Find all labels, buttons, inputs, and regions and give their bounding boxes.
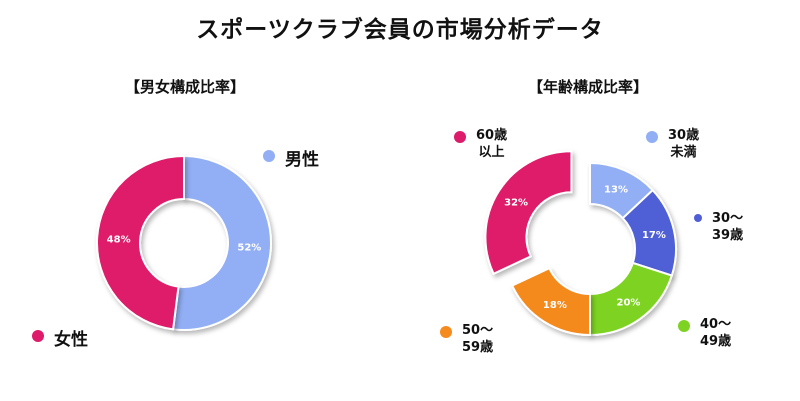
age-slice-3 — [510, 266, 591, 337]
legend-dot-40-49 — [678, 320, 690, 332]
age-value-label-2: 20% — [617, 297, 641, 308]
legend-item-30-39: 30〜 39歳 — [694, 210, 743, 244]
legend-dot-30-39 — [694, 214, 702, 222]
legend-dot-male — [263, 150, 275, 162]
legend-item-60-plus: 60歳 以上 — [454, 127, 507, 161]
age-chart-subtitle: 【年齢構成比率】 — [527, 78, 648, 96]
age-donut-chart: 13% 17% 20% 18% 32% — [484, 150, 677, 337]
age-value-label-3: 18% — [543, 300, 567, 311]
gender-value-label-0: 52% — [237, 243, 261, 254]
age-value-label-4: 32% — [504, 198, 528, 209]
legend-label-male: 男性 — [285, 150, 319, 170]
gender-chart-subtitle: 【男女構成比率】 — [124, 78, 245, 96]
legend-label-60-plus: 60歳 以上 — [476, 128, 508, 160]
legend-dot-60-plus — [454, 131, 466, 143]
legend-dot-under-30 — [646, 131, 658, 143]
gender-donut-chart: 52% 48% — [96, 154, 272, 331]
chart-main-title: スポーツクラブ会員の市場分析データ — [196, 17, 604, 43]
gender-slice-1 — [96, 154, 185, 331]
legend-item-under-30: 30歳 未満 — [646, 127, 699, 161]
legend-item-male: 男性 — [263, 150, 319, 170]
legend-item-female: 女性 — [32, 330, 88, 350]
legend-dot-50-59 — [440, 326, 452, 338]
legend-label-50-59: 50〜 59歳 — [462, 323, 494, 355]
legend-label-female: 女性 — [54, 330, 88, 350]
legend-label-40-49: 40〜 49歳 — [700, 317, 732, 349]
age-value-label-0: 13% — [604, 184, 628, 195]
age-slice-4 — [484, 150, 573, 276]
legend-label-under-30: 30歳 未満 — [668, 128, 700, 160]
legend-label-30-39: 30〜 39歳 — [712, 211, 744, 243]
legend-dot-female — [32, 330, 44, 342]
gender-slice-0 — [171, 154, 272, 331]
legend-item-50-59: 50〜 59歳 — [440, 322, 493, 356]
age-value-label-1: 17% — [642, 230, 666, 241]
gender-value-label-1: 48% — [107, 234, 131, 245]
legend-item-40-49: 40〜 49歳 — [678, 316, 731, 350]
